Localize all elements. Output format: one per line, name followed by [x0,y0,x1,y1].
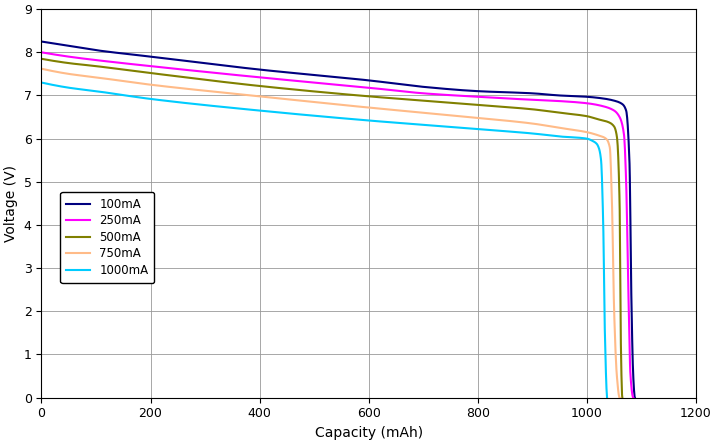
1000mA [312,113,321,119]
750mA [319,100,327,106]
250mA [611,110,620,115]
X-axis label: Capacity (mAh): Capacity (mAh) [314,426,422,440]
100mA [310,72,319,78]
250mA [325,81,334,87]
500mA [601,119,610,124]
500mA [304,88,313,94]
100mA [614,99,622,104]
1000mA [66,85,74,91]
500mA [495,104,503,109]
750mA [37,66,46,71]
500mA [67,61,75,66]
Line: 750mA: 750mA [42,69,619,397]
250mA [309,80,318,85]
1000mA [603,395,611,400]
Line: 100mA: 100mA [42,42,635,397]
Line: 1000mA: 1000mA [42,83,607,397]
1000mA [297,112,306,117]
750mA [493,117,501,123]
750mA [303,99,311,104]
250mA [611,109,620,115]
1000mA [37,80,46,85]
750mA [615,395,624,400]
100mA [613,99,621,104]
250mA [67,54,76,59]
Line: 500mA: 500mA [42,59,622,397]
1000mA [483,127,491,132]
750mA [599,134,607,139]
Y-axis label: Voltage (V): Voltage (V) [4,165,18,242]
100mA [37,39,46,44]
500mA [601,119,609,124]
250mA [503,96,512,101]
Line: 250mA: 250mA [42,52,633,397]
250mA [629,395,637,400]
500mA [618,395,626,400]
1000mA [586,137,595,143]
250mA [37,50,46,55]
1000mA [586,137,595,143]
500mA [319,90,328,95]
100mA [504,90,513,95]
Legend: 100mA, 250mA, 500mA, 750mA, 1000mA: 100mA, 250mA, 500mA, 750mA, 1000mA [60,192,155,283]
100mA [67,44,76,49]
500mA [37,56,46,61]
750mA [599,134,607,139]
100mA [631,395,639,400]
100mA [326,74,334,79]
750mA [67,71,75,77]
